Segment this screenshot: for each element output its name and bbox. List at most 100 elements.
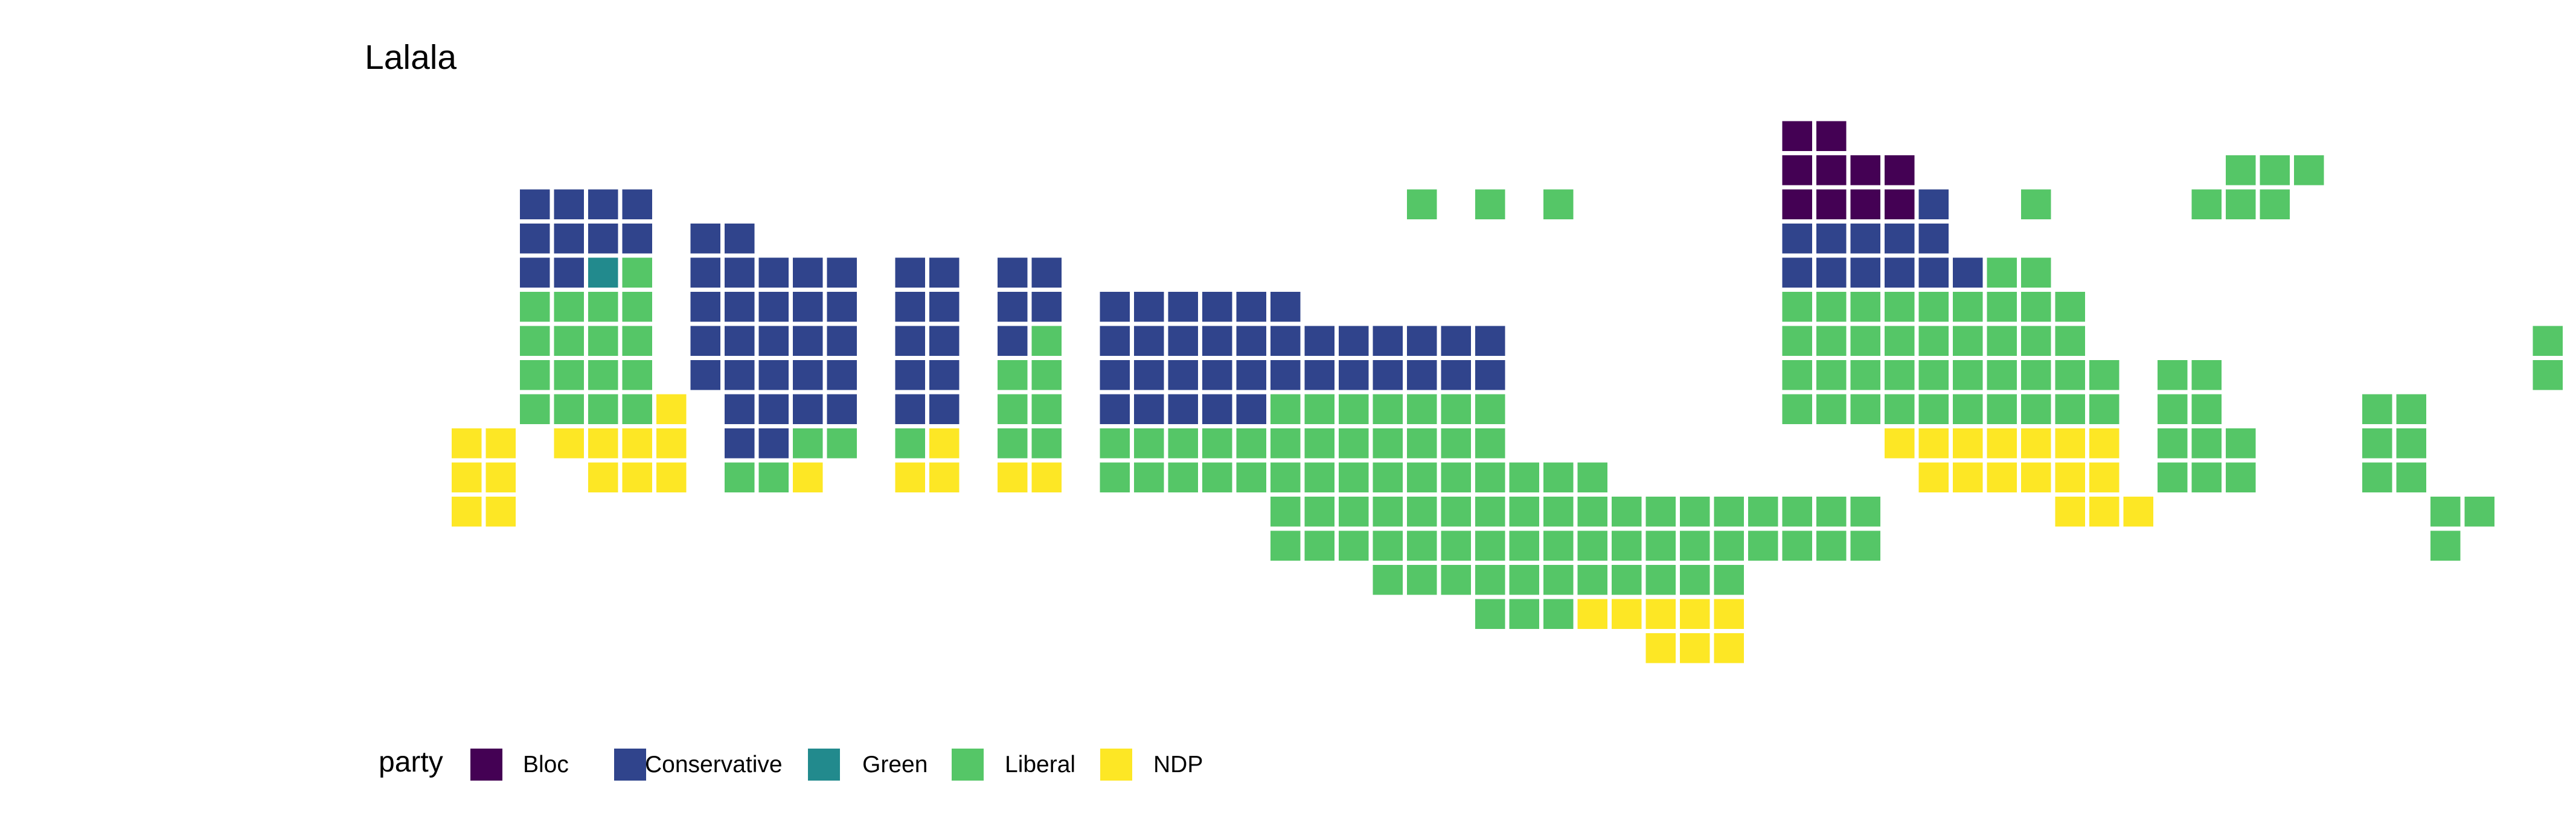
seat-liberal	[1407, 394, 1437, 424]
seat-liberal	[1645, 497, 1676, 527]
seat-liberal	[1543, 497, 1574, 527]
seat-liberal	[622, 360, 652, 390]
seat-liberal	[1645, 530, 1676, 561]
seat-conservative	[758, 360, 789, 390]
seat-liberal	[588, 292, 618, 322]
seat-conservative	[622, 189, 652, 219]
seat-conservative	[1236, 326, 1266, 356]
seat-conservative	[1304, 360, 1334, 390]
seat-bloc	[1782, 189, 1812, 219]
seat-ndp	[2123, 497, 2153, 527]
seat-liberal	[1441, 394, 1471, 424]
seat-liberal	[1304, 497, 1334, 527]
seat-ndp	[485, 497, 516, 527]
seat-liberal	[2158, 394, 2188, 424]
seat-liberal	[1543, 599, 1574, 629]
seat-ndp	[895, 462, 925, 492]
seat-liberal	[622, 292, 652, 322]
seat-conservative	[1953, 257, 1983, 288]
seat-ndp	[1918, 428, 1949, 459]
seat-liberal	[1782, 497, 1812, 527]
seat-conservative	[1270, 360, 1301, 390]
legend-title: party	[379, 746, 443, 778]
seat-liberal	[2055, 360, 2085, 390]
legend-label-bloc: Bloc	[523, 752, 569, 778]
seat-ndp	[554, 428, 584, 459]
seat-conservative	[1782, 257, 1812, 288]
seat-conservative	[793, 257, 823, 288]
seat-liberal	[1270, 428, 1301, 459]
seat-liberal	[1339, 497, 1369, 527]
seat-liberal	[1304, 394, 1334, 424]
seat-liberal	[1373, 530, 1403, 561]
seat-conservative	[793, 394, 823, 424]
seat-liberal	[1782, 530, 1812, 561]
seat-liberal	[1270, 462, 1301, 492]
seat-liberal	[2158, 428, 2188, 459]
seat-ndp	[2089, 428, 2119, 459]
seat-liberal	[520, 394, 550, 424]
seat-ndp	[1645, 633, 1676, 663]
seat-conservative	[1918, 189, 1949, 219]
seat-liberal	[1031, 360, 1062, 390]
seat-conservative	[827, 394, 857, 424]
seat-liberal	[622, 326, 652, 356]
seat-liberal	[1680, 565, 1710, 595]
seat-bloc	[1816, 121, 1847, 151]
seat-ndp	[998, 462, 1028, 492]
seat-ndp	[1645, 599, 1676, 629]
legend-label-liberal: Liberal	[1005, 752, 1075, 778]
legend-label-green: Green	[862, 752, 928, 778]
seat-conservative	[895, 360, 925, 390]
seat-liberal	[1885, 292, 1915, 322]
seat-liberal	[1543, 189, 1574, 219]
seat-liberal	[2362, 394, 2392, 424]
seat-liberal	[588, 326, 618, 356]
seat-liberal	[1850, 326, 1880, 356]
seat-conservative	[895, 394, 925, 424]
seat-liberal	[1031, 326, 1062, 356]
seat-bloc	[1885, 189, 1915, 219]
seat-liberal	[1407, 462, 1437, 492]
seat-conservative	[1441, 326, 1471, 356]
seat-liberal	[1373, 462, 1403, 492]
seat-conservative	[1134, 292, 1164, 322]
seat-liberal	[1168, 428, 1198, 459]
seat-liberal	[1885, 360, 1915, 390]
seat-liberal	[1816, 360, 1847, 390]
seat-liberal	[1543, 530, 1574, 561]
seat-green	[588, 257, 618, 288]
seat-liberal	[1918, 394, 1949, 424]
seat-liberal	[2191, 428, 2222, 459]
legend-label-conservative: Conservative	[645, 752, 783, 778]
seat-conservative	[793, 326, 823, 356]
seat-conservative	[1441, 360, 1471, 390]
seat-ndp	[2021, 428, 2051, 459]
seat-liberal	[1407, 530, 1437, 561]
seat-liberal	[1680, 497, 1710, 527]
seat-liberal	[1475, 462, 1505, 492]
seat-conservative	[1850, 257, 1880, 288]
seat-conservative	[1202, 394, 1232, 424]
seat-liberal	[1987, 360, 2017, 390]
seat-ndp	[1953, 462, 1983, 492]
seat-liberal	[1373, 497, 1403, 527]
seat-liberal	[2055, 292, 2085, 322]
seat-liberal	[2055, 394, 2085, 424]
seat-conservative	[1100, 292, 1130, 322]
seat-conservative	[1134, 326, 1164, 356]
seat-liberal	[1816, 530, 1847, 561]
seat-ndp	[452, 462, 482, 492]
seat-liberal	[1850, 530, 1880, 561]
seat-liberal	[2191, 360, 2222, 390]
seat-conservative	[1885, 224, 1915, 254]
seat-conservative	[1816, 257, 1847, 288]
seat-conservative	[895, 326, 925, 356]
seat-ndp	[1987, 428, 2017, 459]
seat-conservative	[827, 326, 857, 356]
seat-liberal	[520, 326, 550, 356]
seat-liberal	[554, 360, 584, 390]
seat-conservative	[1407, 360, 1437, 390]
seat-liberal	[1441, 462, 1471, 492]
